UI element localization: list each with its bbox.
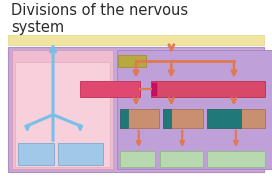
Bar (163, 109, 171, 128)
Bar (120, 109, 159, 128)
Bar (12, 50, 113, 169)
Bar (118, 55, 146, 67)
Bar (207, 109, 265, 128)
Bar (151, 81, 265, 97)
Bar (207, 109, 241, 128)
Bar (207, 151, 265, 166)
Bar (8, 47, 264, 172)
Bar (58, 143, 103, 165)
Bar (15, 62, 110, 167)
Bar (160, 151, 203, 166)
Text: Divisions of the nervous
system: Divisions of the nervous system (11, 3, 188, 35)
Bar (163, 109, 203, 128)
Bar (80, 81, 140, 97)
Bar (120, 109, 128, 128)
Bar (18, 143, 54, 165)
Bar (8, 35, 264, 45)
Bar (117, 50, 272, 169)
Bar (152, 83, 157, 96)
Bar (120, 151, 155, 166)
